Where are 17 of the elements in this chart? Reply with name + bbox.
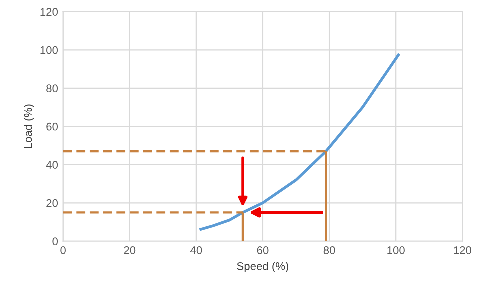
y-tick-label: 20 <box>46 199 58 208</box>
y-tick-label: 40 <box>46 161 58 170</box>
y-axis-title: Load (%) <box>24 104 34 148</box>
line-series <box>198 52 401 232</box>
y-tick-label: 100 <box>40 46 58 54</box>
x-tick-label: 100 <box>388 246 405 254</box>
y-tick-label: 0 <box>52 238 58 246</box>
x-tick-label: 120 <box>454 246 472 254</box>
y-tick-label: 80 <box>46 84 58 93</box>
x-axis-title: Speed (%) <box>237 262 289 273</box>
x-tick-label: 40 <box>190 246 202 254</box>
y-tick-label: 60 <box>46 122 58 131</box>
x-tick-label: 20 <box>124 246 136 254</box>
y-tick-label: 120 <box>40 8 58 16</box>
x-tick-label: 80 <box>324 246 336 254</box>
x-tick-label: 0 <box>60 246 66 254</box>
x-tick-label: 60 <box>257 246 269 254</box>
